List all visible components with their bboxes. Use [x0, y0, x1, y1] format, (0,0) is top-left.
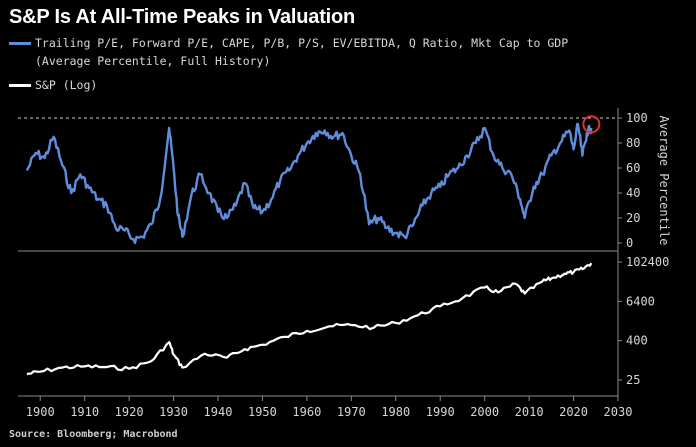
y-tick-label-top: 60 [626, 161, 640, 175]
y-tick-label-top: 80 [626, 136, 640, 150]
y-tick-label-top: 40 [626, 186, 640, 200]
x-tick-label: 1920 [115, 405, 144, 419]
x-tick-label: 2030 [604, 405, 633, 419]
x-tick-label: 2000 [470, 405, 499, 419]
x-tick-label: 1960 [292, 405, 321, 419]
legend-valuation-sublabel: (Average Percentile, Full History) [35, 54, 271, 68]
y-axis-label-top: Average Percentile [657, 115, 671, 245]
y-tick-label-top: 100 [626, 111, 648, 125]
y-tick-label-top: 0 [626, 236, 633, 250]
x-tick-label: 1950 [248, 405, 277, 419]
x-tick-label: 2010 [515, 405, 544, 419]
x-tick-label: 1980 [381, 405, 410, 419]
x-tick-label: 1900 [26, 405, 55, 419]
x-tick-label: 1990 [426, 405, 455, 419]
legend-valuation-label: Trailing P/E, Forward P/E, CAPE, P/B, P/… [35, 36, 569, 50]
valuation-series-line [25, 122, 593, 245]
legend-sp: S&P (Log) [9, 78, 97, 92]
x-tick-label: 2020 [559, 405, 588, 419]
legend-valuation-swatch [9, 42, 31, 45]
x-tick-label: 1940 [204, 405, 233, 419]
y-tick-label-bottom: 25 [626, 373, 640, 387]
y-tick-label-bottom: 6400 [626, 294, 655, 308]
y-tick-label-top: 20 [626, 211, 640, 225]
x-tick-label: 1970 [337, 405, 366, 419]
source-note: Source: Bloomberg; Macrobond [9, 429, 178, 440]
x-tick-label: 1930 [159, 405, 188, 419]
legend-sp-swatch [9, 84, 31, 87]
sp-log-series-line [26, 262, 593, 376]
y-tick-label-bottom: 102400 [626, 255, 669, 269]
y-tick-label-bottom: 400 [626, 334, 648, 348]
legend-valuation: Trailing P/E, Forward P/E, CAPE, P/B, P/… [9, 36, 568, 50]
peak-highlight-circle [582, 115, 601, 134]
x-tick-label: 1910 [70, 405, 99, 419]
chart-title: S&P Is At All-Time Peaks in Valuation [9, 6, 356, 28]
legend-sp-label: S&P (Log) [35, 78, 98, 92]
